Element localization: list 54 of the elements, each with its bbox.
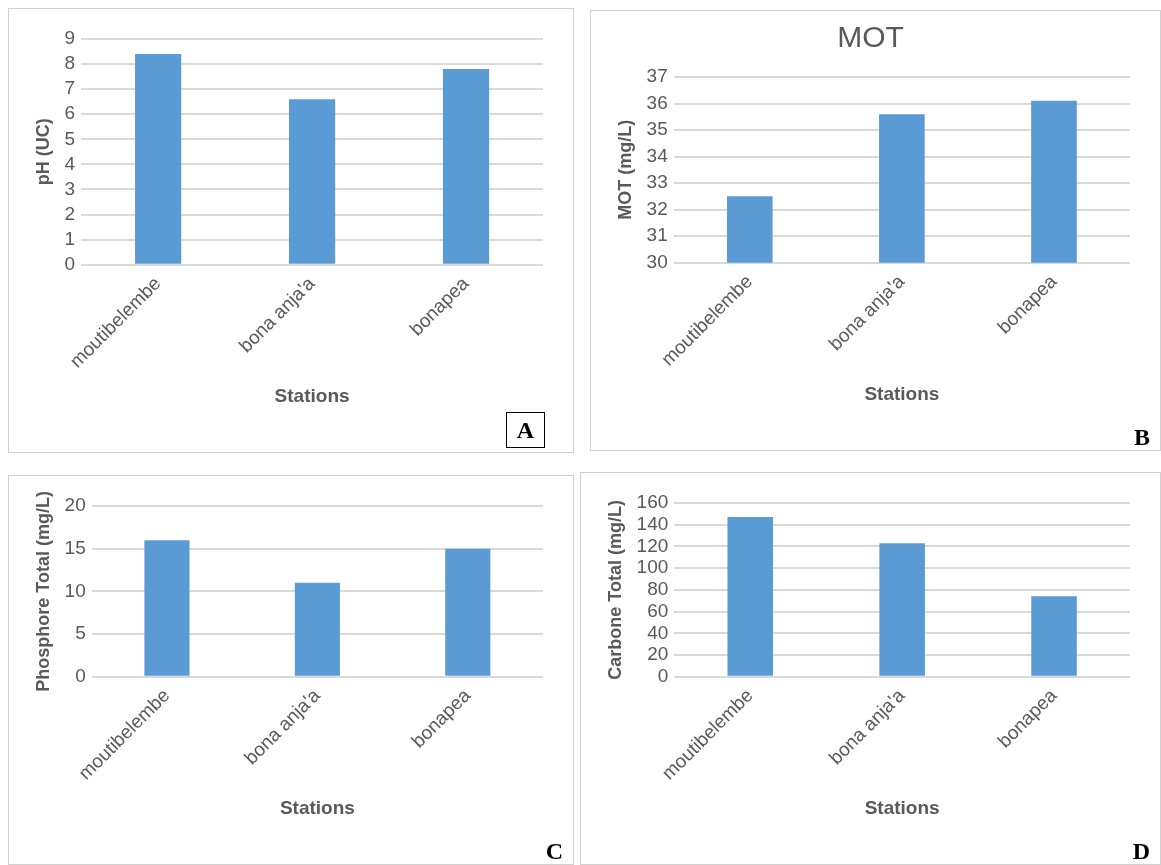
y-tick-label: 33: [646, 171, 668, 193]
y-tick-label: 2: [64, 202, 76, 224]
bar: [294, 582, 340, 676]
y-tick-label: 80: [647, 578, 669, 600]
text: D: [1131, 837, 1151, 865]
x-axis-title: Stations: [274, 384, 350, 406]
y-tick-label: 9: [64, 27, 76, 49]
y-axis-title: MOT (mg/L): [614, 119, 635, 220]
bar: [727, 517, 774, 676]
y-tick-label: 6: [64, 102, 76, 124]
y-axis-title: pH (UC): [32, 118, 53, 186]
y-tick-label: 5: [64, 127, 76, 149]
y-tick-label: 0: [657, 664, 669, 686]
bar: [879, 543, 925, 676]
y-tick-label: 7: [64, 77, 76, 99]
y-tick-label: 20: [64, 494, 86, 516]
y-axis-title: Phosphore Total (mg/L): [32, 491, 53, 692]
y-tick-label: 3: [64, 177, 76, 199]
bar: [445, 548, 491, 676]
bar: [442, 69, 490, 264]
y-tick-label: 5: [75, 622, 86, 644]
x-axis-title: Stations: [864, 796, 940, 818]
y-tick-label: 40: [647, 621, 669, 643]
y-tick-label: 36: [646, 91, 668, 113]
y-tick-label: 0: [64, 252, 76, 274]
bar: [144, 540, 190, 676]
text: B: [1133, 423, 1151, 452]
y-tick-label: 32: [646, 197, 668, 219]
y-tick-label: 1: [64, 227, 76, 249]
y-tick-label: 15: [64, 536, 86, 558]
y-tick-label: 10: [64, 579, 86, 601]
bar: [288, 99, 336, 264]
y-tick-label: 140: [636, 512, 669, 534]
y-tick-label: 20: [647, 643, 669, 665]
y-tick-label: 8: [64, 52, 76, 74]
chart-title: MOT: [837, 20, 904, 54]
y-tick-label: 120: [636, 534, 669, 556]
bar: [1031, 596, 1077, 676]
text: A: [505, 412, 545, 448]
y-tick-label: 35: [646, 118, 668, 140]
y-tick-label: 31: [646, 224, 668, 246]
y-tick-label: 34: [646, 144, 669, 166]
y-tick-label: 37: [646, 65, 668, 87]
y-tick-label: 0: [75, 664, 86, 686]
bar: [135, 54, 182, 264]
y-tick-label: 30: [646, 250, 668, 272]
text: C: [544, 837, 564, 865]
y-axis-title: Carbone Total (mg/L): [604, 500, 625, 680]
y-tick-label: 4: [64, 152, 76, 174]
y-tick-label: 60: [647, 599, 669, 621]
y-tick-label: 160: [636, 491, 669, 513]
x-axis-title: Stations: [279, 796, 355, 818]
y-tick-label: 100: [636, 556, 669, 578]
x-axis-title: Stations: [864, 382, 940, 404]
